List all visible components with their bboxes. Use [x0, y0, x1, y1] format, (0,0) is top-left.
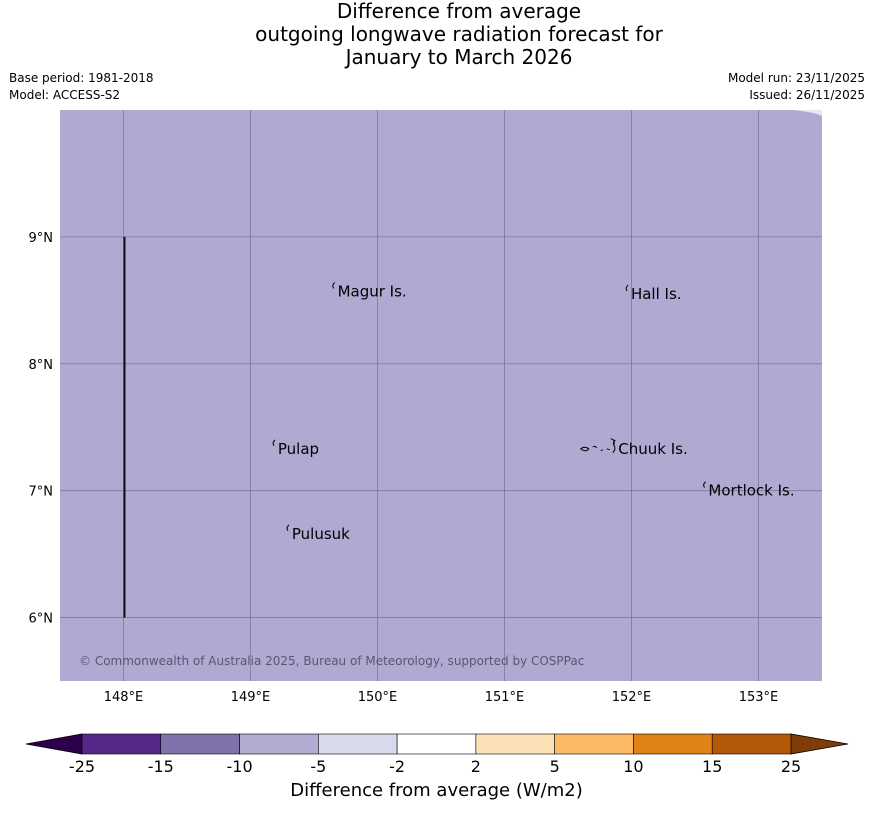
colorbar-extend-low: [25, 733, 83, 755]
colorbar-segment: [633, 733, 713, 755]
colorbar-tick-label: -15: [148, 757, 174, 776]
island-marker: [332, 282, 336, 289]
colorbar-segment: [711, 733, 792, 755]
title-line-1: Difference from average: [336, 0, 582, 23]
lat-tick-label: 8°N: [29, 358, 54, 373]
place-label: Magur Is.: [338, 282, 407, 300]
lon-tick-label: 149°E: [231, 690, 271, 705]
lat-tick-label: 7°N: [29, 485, 54, 500]
colorbar-label: Difference from average (W/m2): [290, 780, 583, 801]
base-period: Base period: 1981-2018: [9, 71, 154, 85]
issued-date: Issued: 26/11/2025: [749, 88, 865, 102]
title-line-2: outgoing longwave radiation forecast for: [255, 22, 663, 46]
place-label: Mortlock Is.: [708, 482, 794, 500]
forecast-map: 148°E 149°E 150°E 151°E 152°E 153°E 9°N 8°N 7°N 6…: [25, 110, 849, 776]
colorbar-tick-label: 5: [550, 757, 560, 776]
colorbar-segment: [396, 733, 477, 755]
place-label: Pulusuk: [292, 525, 350, 543]
colorbar-tick-label: -25: [69, 757, 95, 776]
title-line-3: January to March 2026: [345, 45, 573, 69]
colorbar-tick-label: 2: [471, 757, 481, 776]
chart-title: Difference from average outgoing longwav…: [0, 0, 873, 69]
map-area: [60, 110, 822, 681]
model-run: Model run: 23/11/2025: [727, 71, 865, 85]
lon-tick-label: 150°E: [358, 690, 398, 705]
colorbar-tick-label: 15: [702, 757, 722, 776]
colorbar-segment: [554, 733, 634, 755]
lon-tick-label: 151°E: [485, 690, 525, 705]
colorbar-tick-label: 10: [623, 757, 643, 776]
colorbar-tick-label: -10: [226, 757, 252, 776]
island-marker: [286, 524, 290, 531]
lat-tick-label: 9°N: [29, 231, 54, 246]
lat-tick-label: 6°N: [29, 612, 54, 627]
colorbar-segment: [81, 733, 162, 755]
lon-tick-label: 148°E: [104, 690, 144, 705]
colorbar-segment: [318, 733, 398, 755]
colorbar-tick-label: -5: [310, 757, 326, 776]
colorbar-segment: [160, 733, 240, 755]
meta-left: Base period: 1981-2018 Model: ACCESS-S2: [9, 70, 154, 104]
meta-right: Model run: 23/11/2025 Issued: 26/11/2025: [728, 70, 865, 104]
island-marker: [625, 284, 629, 292]
colorbar-extend-high: [790, 733, 849, 755]
colorbar-segment: [239, 733, 319, 755]
lon-tick-label: 153°E: [739, 690, 779, 705]
place-label: Pulap: [278, 440, 319, 458]
lon-tick-label: 152°E: [612, 690, 652, 705]
map-corner-patch: [792, 110, 822, 116]
colorbar-tick-label: 25: [781, 757, 801, 776]
island-marker: [272, 439, 276, 446]
copyright-text: © Commonwealth of Australia 2025, Bureau…: [79, 654, 584, 668]
chuuk-islands-outline: [579, 438, 616, 454]
colorbar-tick-label: -2: [389, 757, 405, 776]
island-marker: [612, 439, 616, 446]
colorbar-segment: [475, 733, 555, 755]
model-name: Model: ACCESS-S2: [9, 88, 121, 102]
place-label: Hall Is.: [631, 285, 682, 303]
place-label: Chuuk Is.: [618, 440, 687, 458]
island-marker: [702, 481, 706, 488]
